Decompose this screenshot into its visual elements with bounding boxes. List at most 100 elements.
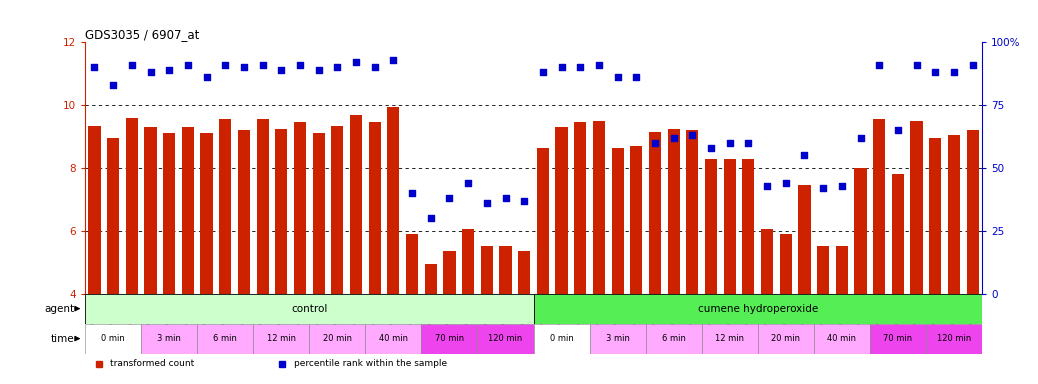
Bar: [686, 130, 699, 294]
Text: 6 min: 6 min: [213, 334, 238, 343]
Bar: [462, 229, 474, 294]
Bar: [182, 127, 194, 294]
Bar: [646, 324, 702, 354]
Bar: [88, 126, 101, 294]
Text: transformed count: transformed count: [110, 359, 194, 368]
Point: [572, 64, 589, 70]
Point: [815, 185, 831, 191]
Text: GDS3035 / 6907_at: GDS3035 / 6907_at: [85, 28, 199, 41]
Point: [553, 64, 570, 70]
Point: [665, 135, 682, 141]
Text: 40 min: 40 min: [827, 334, 856, 343]
Point: [516, 197, 532, 204]
Point: [609, 74, 626, 81]
Point: [310, 67, 327, 73]
Bar: [534, 294, 982, 324]
Bar: [219, 119, 231, 294]
Bar: [331, 126, 344, 294]
Point: [964, 62, 981, 68]
Point: [236, 64, 252, 70]
Text: 12 min: 12 min: [715, 334, 744, 343]
Point: [273, 67, 290, 73]
Point: [497, 195, 514, 201]
Point: [796, 152, 813, 159]
Bar: [312, 133, 325, 294]
Point: [217, 62, 234, 68]
Text: agent: agent: [45, 304, 75, 314]
Bar: [910, 121, 923, 294]
Bar: [425, 264, 437, 294]
Bar: [309, 324, 365, 354]
Point: [628, 74, 645, 81]
Bar: [836, 247, 848, 294]
Point: [479, 200, 495, 206]
Bar: [723, 159, 736, 294]
Point: [890, 127, 906, 133]
Bar: [481, 247, 493, 294]
Point: [404, 190, 420, 196]
Bar: [368, 122, 381, 294]
Bar: [555, 127, 568, 294]
Point: [946, 70, 962, 76]
Bar: [758, 324, 814, 354]
Point: [142, 70, 159, 76]
Text: 0 min: 0 min: [550, 334, 573, 343]
Bar: [197, 324, 253, 354]
Text: 20 min: 20 min: [323, 334, 352, 343]
Point: [124, 62, 140, 68]
Text: 6 min: 6 min: [661, 334, 686, 343]
Point: [740, 140, 757, 146]
Text: time: time: [51, 334, 75, 344]
Point: [759, 182, 775, 189]
Bar: [798, 185, 811, 294]
Bar: [761, 229, 773, 294]
Text: 40 min: 40 min: [379, 334, 408, 343]
Bar: [350, 114, 362, 294]
Bar: [817, 247, 829, 294]
Bar: [163, 133, 175, 294]
Text: 120 min: 120 min: [937, 334, 971, 343]
Point: [422, 215, 439, 221]
Point: [684, 132, 701, 138]
Point: [647, 140, 663, 146]
Point: [254, 62, 271, 68]
Bar: [365, 324, 421, 354]
Bar: [238, 130, 250, 294]
Point: [871, 62, 887, 68]
Bar: [85, 324, 141, 354]
Point: [460, 180, 476, 186]
Bar: [649, 132, 661, 294]
Bar: [966, 130, 979, 294]
Bar: [141, 324, 197, 354]
Point: [535, 70, 551, 76]
Bar: [443, 251, 456, 294]
Point: [441, 195, 458, 201]
Point: [292, 62, 308, 68]
Bar: [705, 159, 717, 294]
Bar: [406, 234, 418, 294]
Point: [348, 59, 364, 65]
Bar: [294, 122, 306, 294]
Point: [385, 57, 402, 63]
Point: [329, 64, 346, 70]
Text: percentile rank within the sample: percentile rank within the sample: [294, 359, 447, 368]
Bar: [593, 121, 605, 294]
Bar: [126, 118, 138, 294]
Point: [703, 145, 719, 151]
Bar: [590, 324, 646, 354]
Bar: [421, 324, 477, 354]
Text: 70 min: 70 min: [883, 334, 912, 343]
Bar: [499, 247, 512, 294]
Bar: [107, 138, 119, 294]
Bar: [630, 146, 643, 294]
Bar: [814, 324, 870, 354]
Point: [777, 180, 794, 186]
Point: [86, 64, 103, 70]
Text: 3 min: 3 min: [157, 334, 182, 343]
Point: [366, 64, 383, 70]
Bar: [892, 174, 904, 294]
Point: [591, 62, 607, 68]
Text: 120 min: 120 min: [489, 334, 522, 343]
Point: [161, 67, 177, 73]
Bar: [534, 324, 590, 354]
